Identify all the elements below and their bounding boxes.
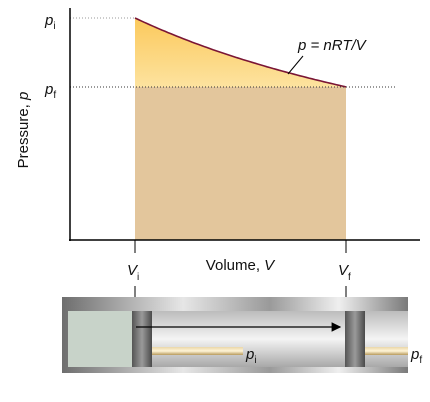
p-final: pf [44, 81, 56, 101]
gas [68, 311, 132, 367]
piston-final-label: pf [410, 346, 422, 366]
v-final: Vf [338, 262, 351, 283]
rod [365, 347, 408, 355]
y-axis-label: Pressure, p [15, 92, 32, 169]
x-axis-label: Volume, V [206, 257, 276, 274]
work-area [135, 87, 346, 240]
v-initial: Vi [127, 262, 139, 283]
rod [152, 347, 243, 355]
curve-label: p = nRT/V [297, 37, 368, 54]
leader-line [288, 56, 303, 74]
piston-initial [132, 311, 152, 367]
diagram: Pressure, p Volume, V p = nRT/V pi pf Vi… [0, 0, 430, 402]
p-initial: pi [44, 12, 56, 32]
piston-final [345, 311, 365, 367]
